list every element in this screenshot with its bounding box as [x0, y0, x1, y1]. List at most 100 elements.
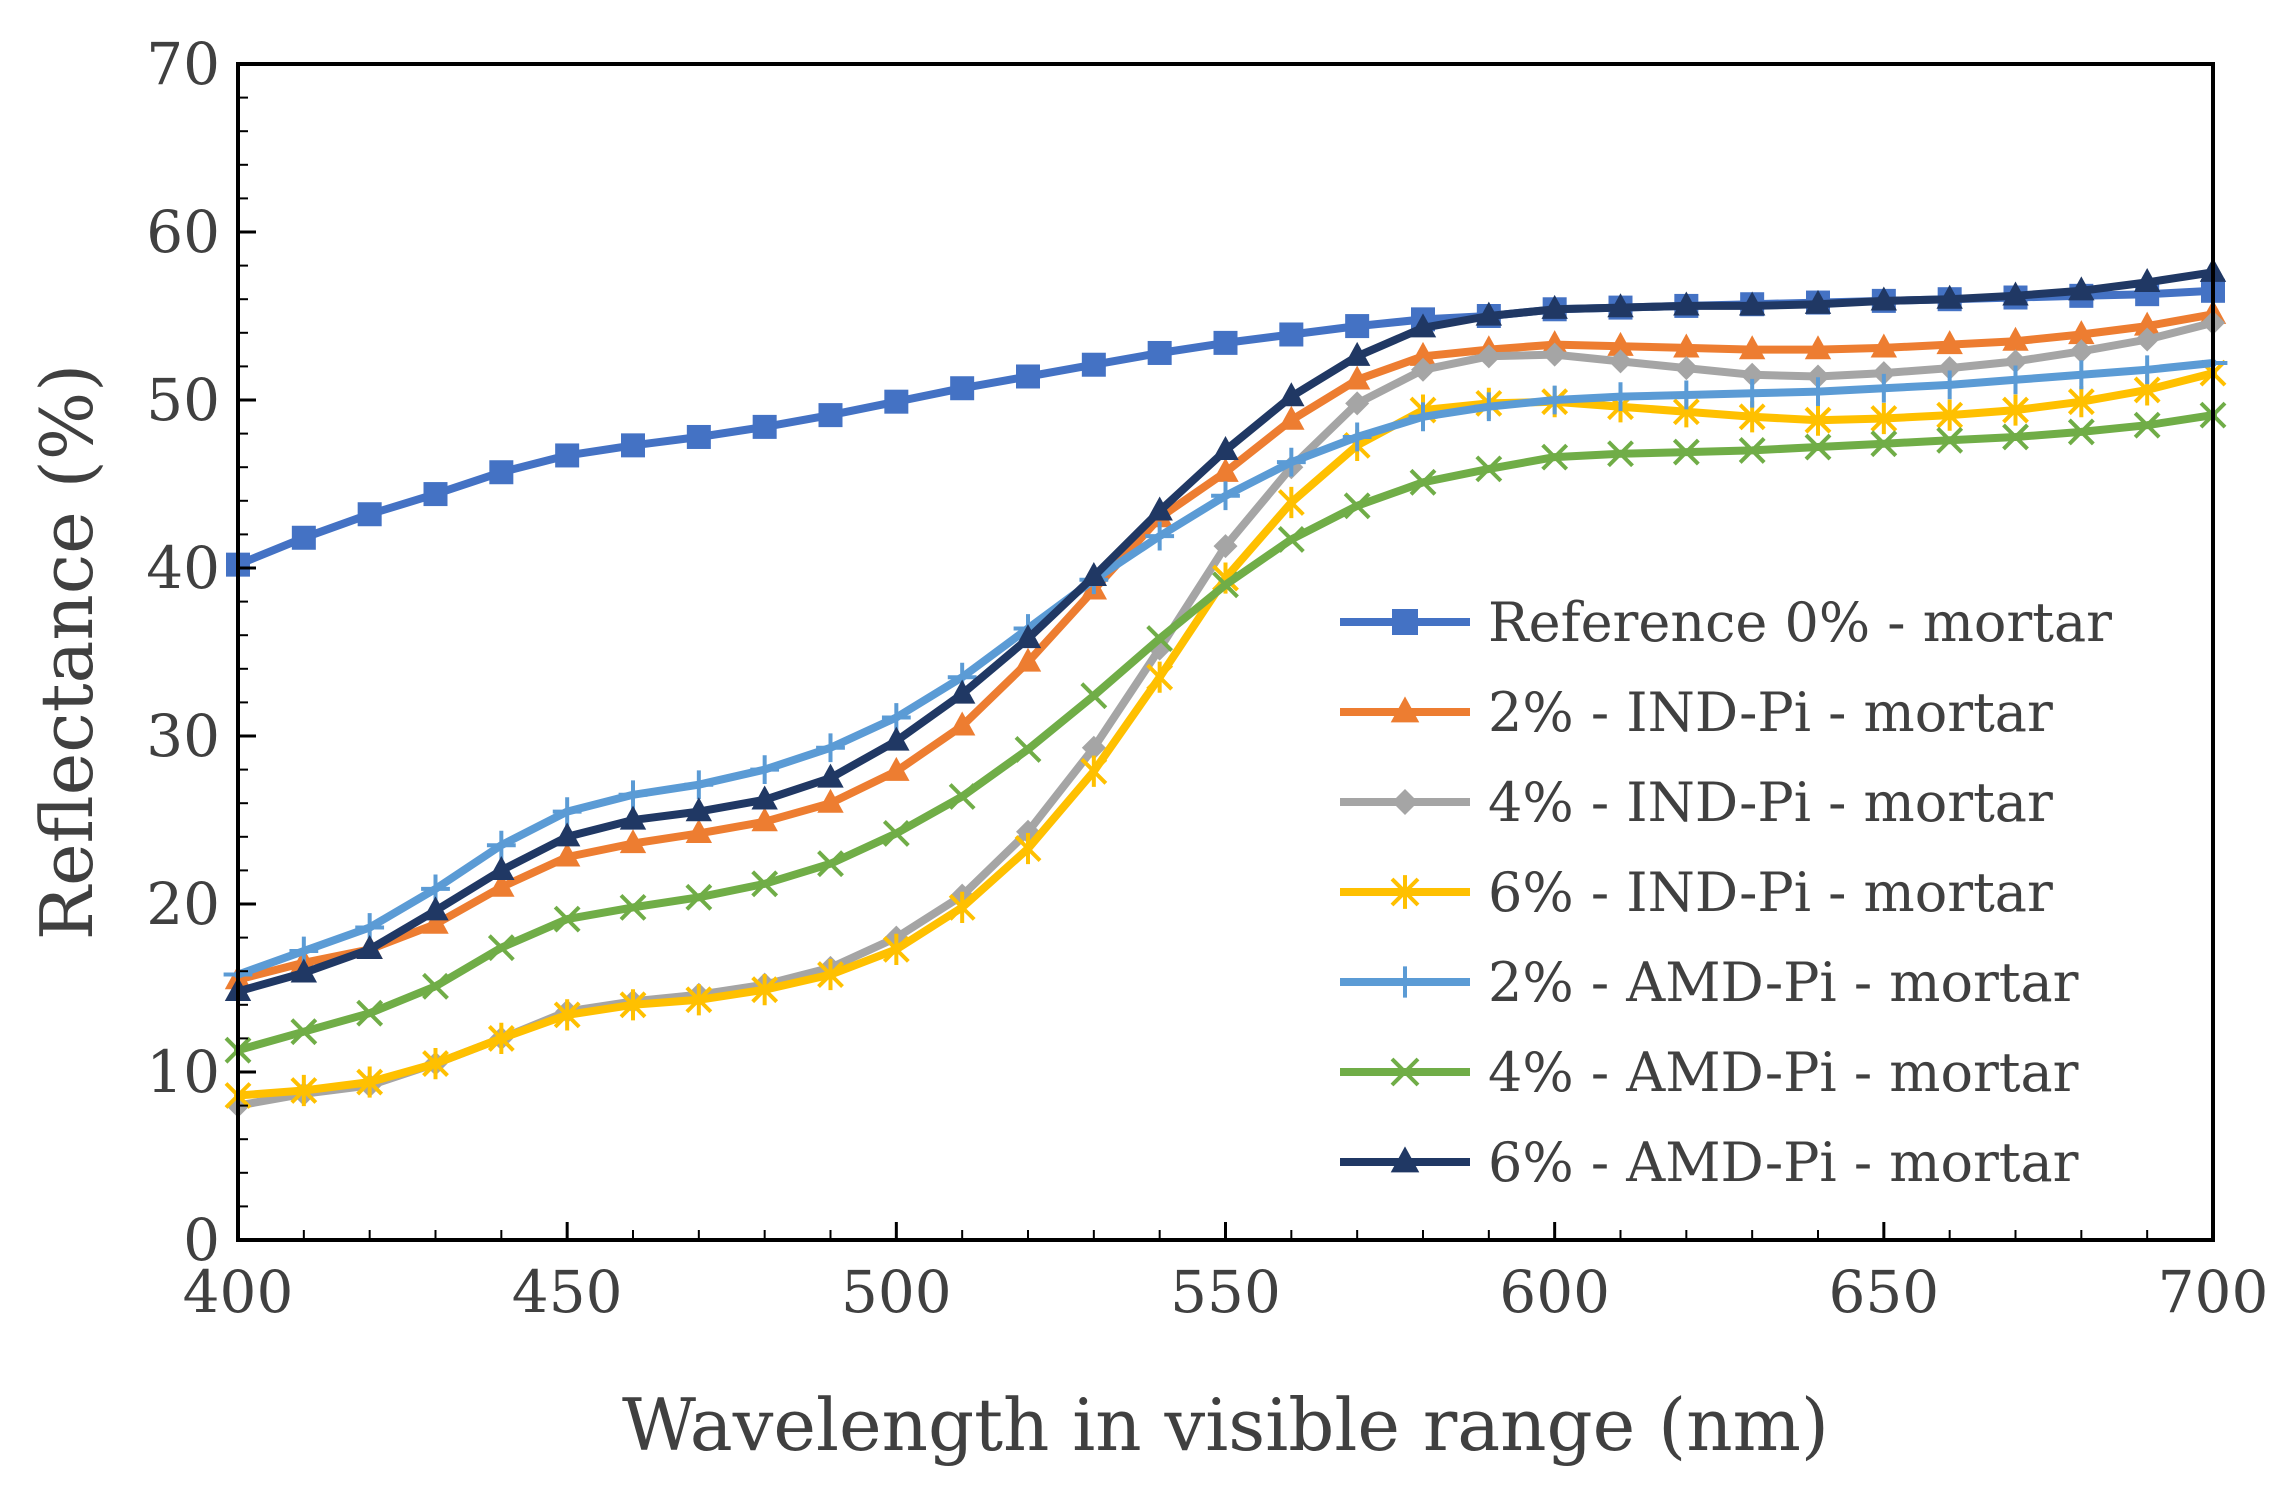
- data-point: [1213, 330, 1238, 355]
- data-point: [1936, 330, 1963, 355]
- data-point-shape: [488, 872, 515, 897]
- data-point-shape: [2133, 268, 2161, 292]
- y-tick-label-70: 70: [146, 30, 220, 98]
- data-point: [1738, 335, 1766, 360]
- y-tick-label-0: 0: [183, 1206, 220, 1274]
- data-point-shape: [1870, 430, 1898, 458]
- data-point: [2002, 326, 2029, 351]
- data-point: [684, 770, 714, 800]
- legend-item-3: 4% - IND-Pi - mortar: [1340, 771, 2053, 834]
- data-point: [1409, 313, 1437, 338]
- series-6: [224, 401, 2227, 1064]
- data-point-shape: [1014, 832, 1042, 865]
- data-point-shape: [948, 679, 976, 704]
- legend-marker-shape: [1392, 789, 1418, 815]
- data-point-shape: [884, 389, 909, 414]
- data-point-shape: [751, 807, 778, 832]
- data-point-shape: [422, 909, 449, 934]
- data-point: [1146, 661, 1174, 693]
- data-point: [1342, 422, 1372, 452]
- legend-label: 4% - AMD-Pi - mortar: [1488, 1041, 2079, 1104]
- data-point-shape: [1277, 526, 1305, 553]
- data-point: [1804, 433, 1832, 461]
- data-point-shape: [1080, 755, 1108, 787]
- data-point-shape: [1080, 682, 1108, 710]
- data-point: [1145, 521, 1175, 551]
- data-point-shape: [2066, 360, 2096, 390]
- data-point-shape: [1146, 625, 1174, 652]
- data-point: [685, 883, 713, 911]
- data-point-shape: [357, 502, 382, 527]
- data-point-shape: [1213, 534, 1238, 559]
- data-point: [553, 905, 581, 933]
- data-point: [1541, 443, 1569, 471]
- data-point-shape: [1607, 293, 1634, 318]
- data-point: [1014, 647, 1042, 672]
- data-point: [487, 934, 515, 962]
- data-point-shape: [1737, 378, 1767, 408]
- data-point-shape: [1804, 335, 1832, 360]
- data-point-shape: [1278, 382, 1305, 407]
- data-point: [2002, 394, 2029, 426]
- data-point-shape: [1343, 341, 1371, 366]
- data-point: [1080, 562, 1108, 586]
- data-point: [1869, 373, 1899, 403]
- data-point: [422, 1048, 449, 1080]
- data-point-shape: [1541, 330, 1568, 355]
- data-point: [1212, 457, 1239, 482]
- data-point: [751, 974, 779, 1006]
- data-point: [1673, 291, 1700, 316]
- data-point-shape: [1936, 330, 1963, 355]
- data-point: [2067, 386, 2095, 418]
- series-layer: [223, 257, 2228, 1118]
- data-point-shape: [684, 770, 714, 800]
- data-point-shape: [422, 1048, 449, 1080]
- data-point: [686, 424, 711, 449]
- data-point: [1803, 377, 1833, 406]
- data-point-shape: [1869, 373, 1899, 403]
- data-point: [1936, 426, 1964, 454]
- data-point-shape: [816, 733, 845, 763]
- legend-label: Reference 0% - mortar: [1488, 591, 2112, 654]
- data-point-shape: [291, 525, 316, 550]
- legend-label: 2% - AMD-Pi - mortar: [1488, 951, 2079, 1014]
- data-point-shape: [1673, 291, 1700, 316]
- data-point: [1343, 492, 1371, 520]
- data-point-shape: [1345, 391, 1370, 416]
- data-point: [356, 934, 383, 959]
- data-point-shape: [1936, 426, 1964, 454]
- data-point: [818, 403, 843, 428]
- legend-item-4: 6% - IND-Pi - mortar: [1340, 861, 2053, 924]
- data-point-shape: [1212, 436, 1239, 460]
- legend-marker-shape: [1390, 875, 1420, 909]
- data-point-shape: [1146, 496, 1173, 521]
- data-point: [950, 376, 975, 401]
- data-point: [1737, 378, 1767, 408]
- series-1: [226, 278, 2225, 577]
- data-point-shape: [1804, 289, 1832, 314]
- data-point-shape: [2001, 365, 2030, 395]
- legend-item-2: 2% - IND-Pi - mortar: [1340, 681, 2053, 744]
- data-point: [883, 726, 910, 751]
- data-point: [884, 389, 909, 414]
- y-tick-label-10: 10: [146, 1038, 220, 1106]
- data-point: [553, 842, 581, 867]
- data-point: [751, 785, 778, 810]
- data-point-shape: [1738, 335, 1766, 360]
- data-point: [488, 872, 515, 897]
- data-point: [553, 999, 581, 1031]
- data-point: [817, 850, 844, 878]
- data-point: [1937, 356, 1962, 381]
- data-point-shape: [818, 403, 843, 428]
- data-point: [1014, 624, 1042, 649]
- data-point: [817, 763, 844, 788]
- data-point-shape: [882, 820, 910, 847]
- data-point: [1475, 301, 1503, 326]
- data-point: [2066, 360, 2096, 390]
- data-point: [1870, 430, 1898, 458]
- data-point-shape: [2067, 386, 2095, 418]
- data-point: [356, 999, 384, 1027]
- data-point-shape: [750, 755, 780, 784]
- data-point-shape: [1671, 380, 1701, 410]
- data-point: [752, 414, 777, 439]
